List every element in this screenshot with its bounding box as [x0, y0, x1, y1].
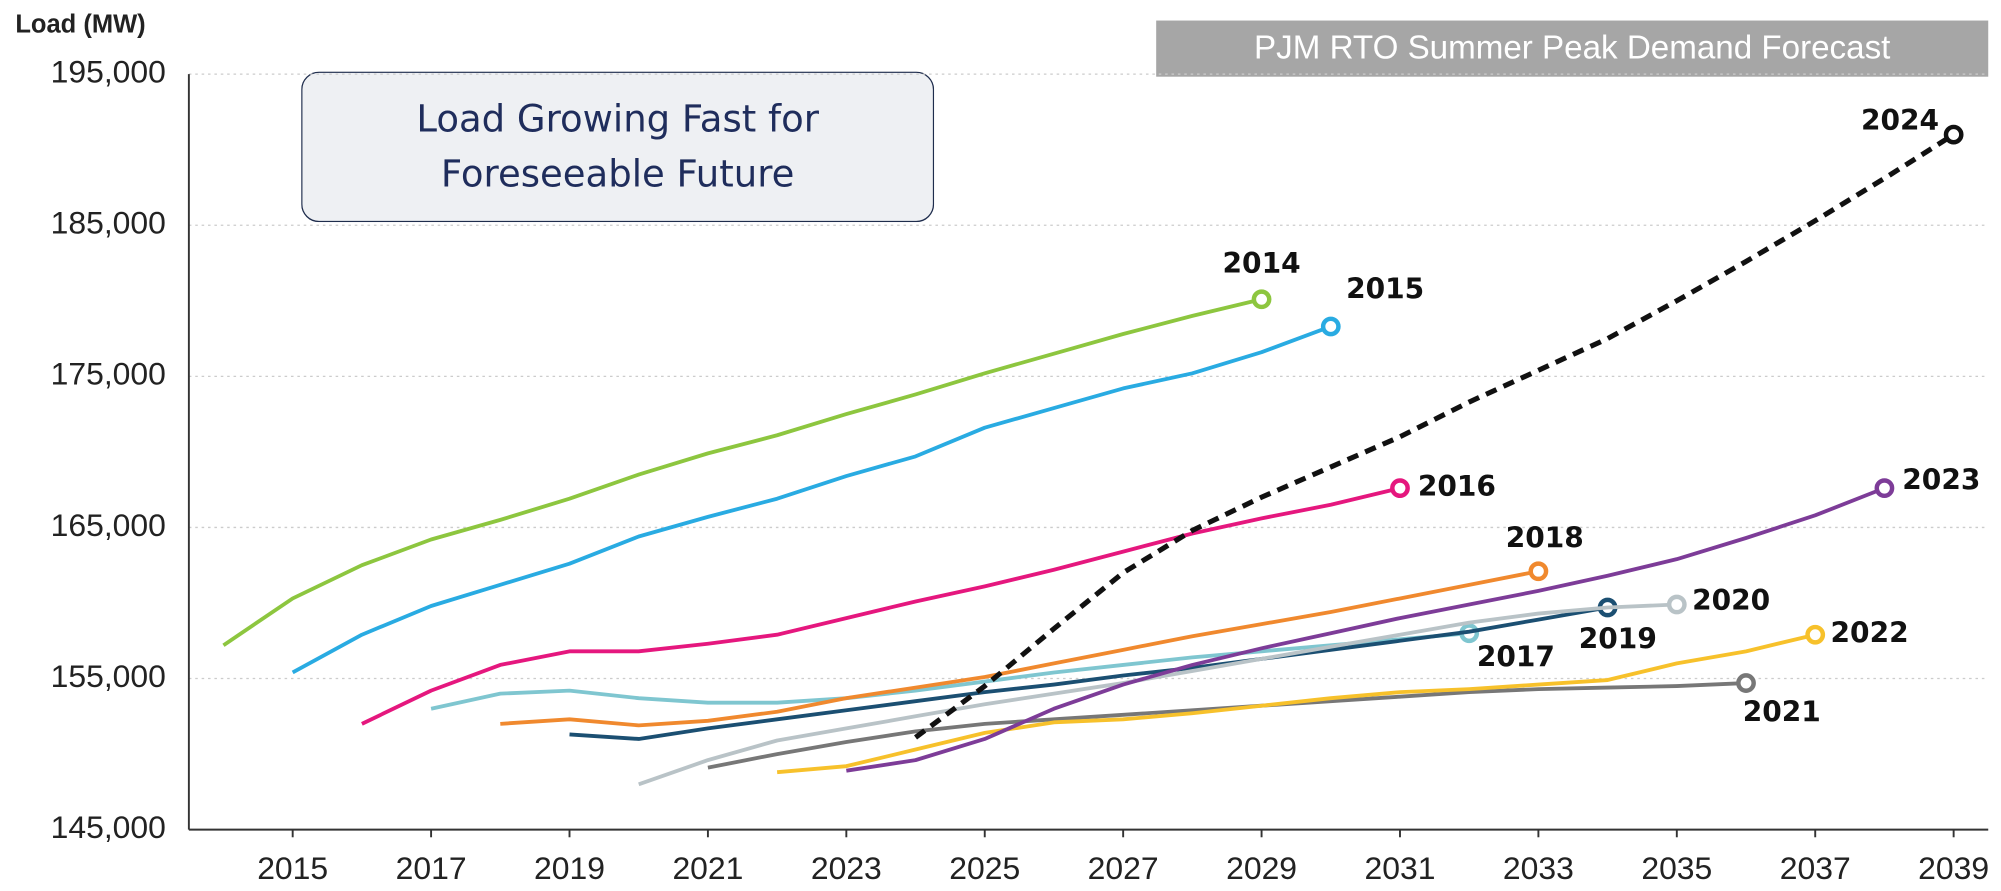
end-marker: [1874, 478, 1895, 499]
legend-label: 2020: [1692, 584, 1770, 617]
y-axis-label: Load (MW): [15, 10, 145, 38]
end-marker: [1390, 478, 1410, 499]
legend-label: 2019: [1579, 623, 1657, 656]
x-tick-label: 2021: [672, 850, 743, 886]
end-marker: [1666, 594, 1687, 615]
series-line: [291, 324, 1332, 675]
series-line: [638, 602, 1677, 787]
legend-label: 2023: [1902, 464, 1980, 497]
series-line: [361, 486, 1401, 726]
legend-label: 2017: [1477, 641, 1555, 674]
x-tick-label: 2029: [1226, 850, 1297, 886]
legend-label: 2024: [1861, 104, 1939, 137]
x-tick-label: 2023: [811, 850, 882, 886]
legend-label: 2018: [1506, 521, 1584, 554]
x-tick-label: 2039: [1918, 850, 1989, 886]
legend-label: 2016: [1418, 470, 1496, 503]
series-line: [430, 631, 1470, 711]
y-tick-label: 195,000: [51, 54, 166, 90]
annotation: Load Growing Fast for Foreseeable Future: [301, 71, 935, 223]
chart-title: PJM RTO Summer Peak Demand Forecast: [1254, 30, 1890, 67]
x-tick-label: 2025: [949, 850, 1020, 886]
end-marker: [1736, 673, 1756, 693]
series-line: [222, 297, 1263, 647]
x-tick-label: 2035: [1641, 850, 1712, 886]
series-line: [914, 132, 1955, 740]
x-tick-label: 2019: [534, 850, 605, 886]
end-marker: [1320, 316, 1341, 337]
end-marker: [1943, 124, 1964, 145]
end-marker: [1528, 561, 1549, 582]
legend-label: 2015: [1346, 273, 1424, 306]
y-tick-label: 165,000: [51, 507, 166, 543]
title-bar: [1156, 20, 1989, 77]
x-tick-label: 2027: [1088, 850, 1159, 886]
y-tick-label: 145,000: [51, 809, 166, 845]
end-marker: [1805, 624, 1826, 645]
series-line: [569, 605, 1608, 741]
series-line: [776, 632, 1816, 775]
y-tick-label: 155,000: [51, 658, 166, 694]
end-marker: [1251, 289, 1272, 310]
y-tick-label: 185,000: [51, 205, 166, 241]
series-line: [846, 486, 1886, 773]
annotation-box: Load Growing Fast for Foreseeable Future: [301, 71, 935, 223]
y-tick-label: 175,000: [51, 356, 166, 392]
x-tick-label: 2031: [1365, 850, 1436, 886]
x-tick-label: 2033: [1503, 850, 1574, 886]
legend-label: 2022: [1831, 617, 1909, 650]
x-tick-label: 2037: [1780, 850, 1851, 886]
x-tick-label: 2017: [396, 850, 467, 886]
series-line: [500, 569, 1539, 728]
legend-label: 2014: [1223, 247, 1301, 280]
legend-label: 2021: [1743, 696, 1821, 729]
x-tick-label: 2015: [257, 850, 328, 886]
